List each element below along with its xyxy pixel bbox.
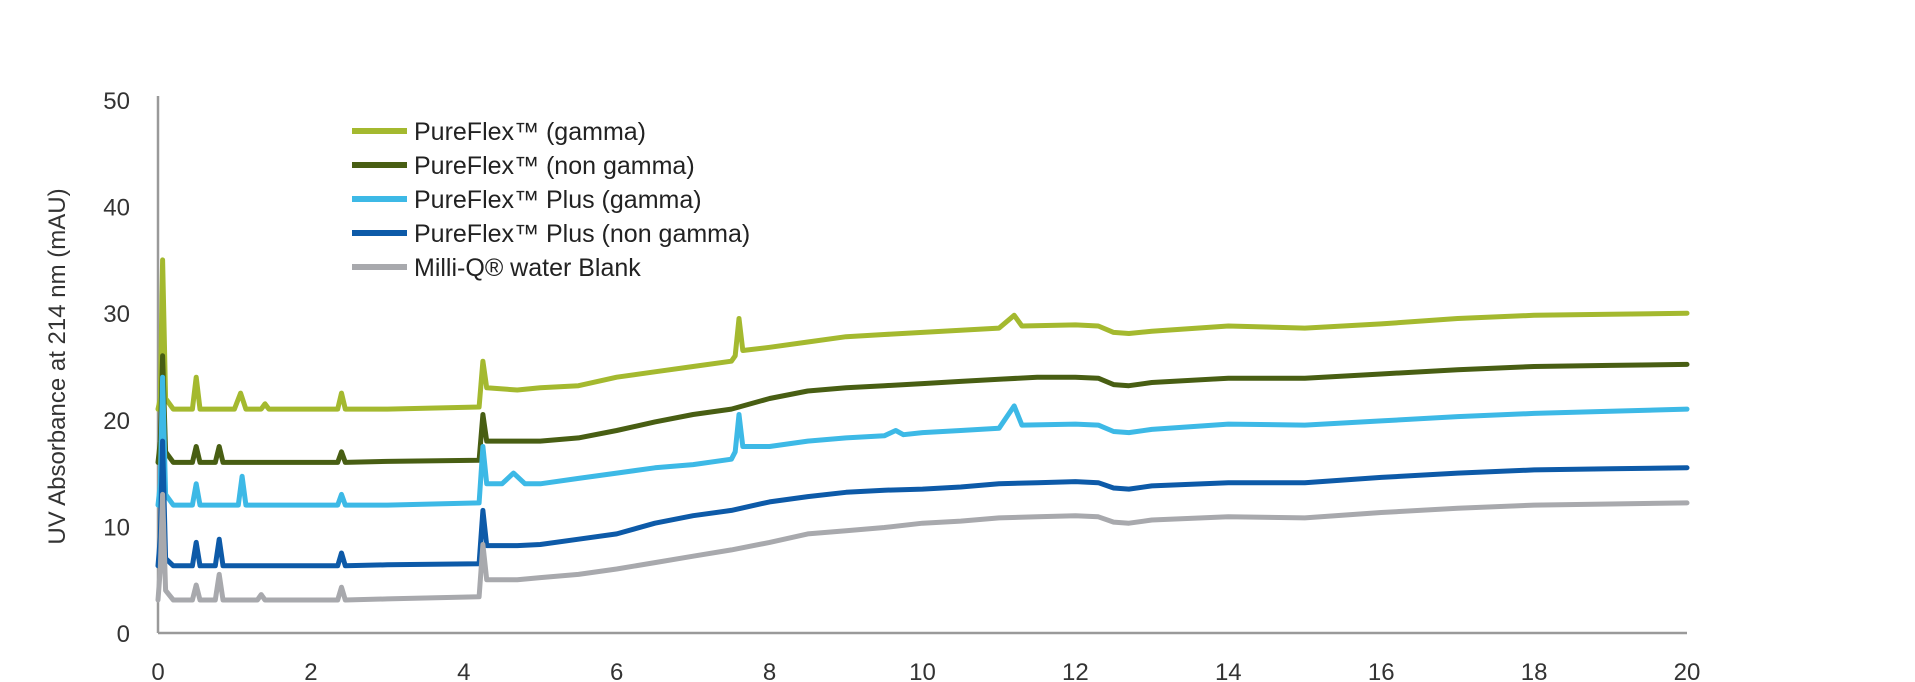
y-axis-title: UV Absorbance at 214 nm (mAU): [44, 188, 71, 544]
legend-label: PureFlex™ Plus (gamma): [414, 186, 702, 214]
legend-label: Milli-Q® water Blank: [414, 254, 641, 282]
series-line-4: [155, 438, 1690, 569]
series-lines: [155, 257, 1690, 603]
legend-label: PureFlex™ (non gamma): [414, 152, 695, 180]
x-tick-label: 14: [1215, 659, 1242, 682]
y-tick-label: 20: [103, 408, 130, 435]
x-tick-label: 0: [151, 659, 164, 682]
y-tick-label: 10: [103, 514, 130, 541]
x-tick-label: 6: [610, 659, 623, 682]
x-tick-label: 18: [1521, 659, 1548, 682]
y-tick-label: 30: [103, 301, 130, 328]
series-line-2: [155, 353, 1690, 465]
series-line-3: [155, 374, 1690, 508]
x-tick-labels: 0 2 4 6 8 10 12 14 16 18 20: [151, 659, 1700, 682]
x-tick-label: 20: [1674, 659, 1701, 682]
x-tick-label: 16: [1368, 659, 1395, 682]
legend-label: PureFlex™ (gamma): [414, 118, 646, 146]
y-tick-label: 50: [103, 88, 130, 115]
x-tick-label: 8: [763, 659, 776, 682]
y-tick-label: 40: [103, 195, 130, 222]
axes: [156, 96, 1687, 635]
y-tick-labels: 0 10 20 30 40 50: [103, 88, 130, 648]
x-tick-label: 4: [457, 659, 470, 682]
y-tick-label: 0: [117, 621, 130, 648]
x-tick-label: 2: [304, 659, 317, 682]
series-line-5: [155, 491, 1690, 603]
series-line-1: [155, 257, 1690, 412]
x-tick-label: 10: [909, 659, 936, 682]
x-tick-label: 12: [1062, 659, 1089, 682]
legend-label: PureFlex™ Plus (non gamma): [414, 220, 750, 248]
legend: PureFlex™ (gamma) PureFlex™ (non gamma) Pu…: [352, 118, 750, 282]
